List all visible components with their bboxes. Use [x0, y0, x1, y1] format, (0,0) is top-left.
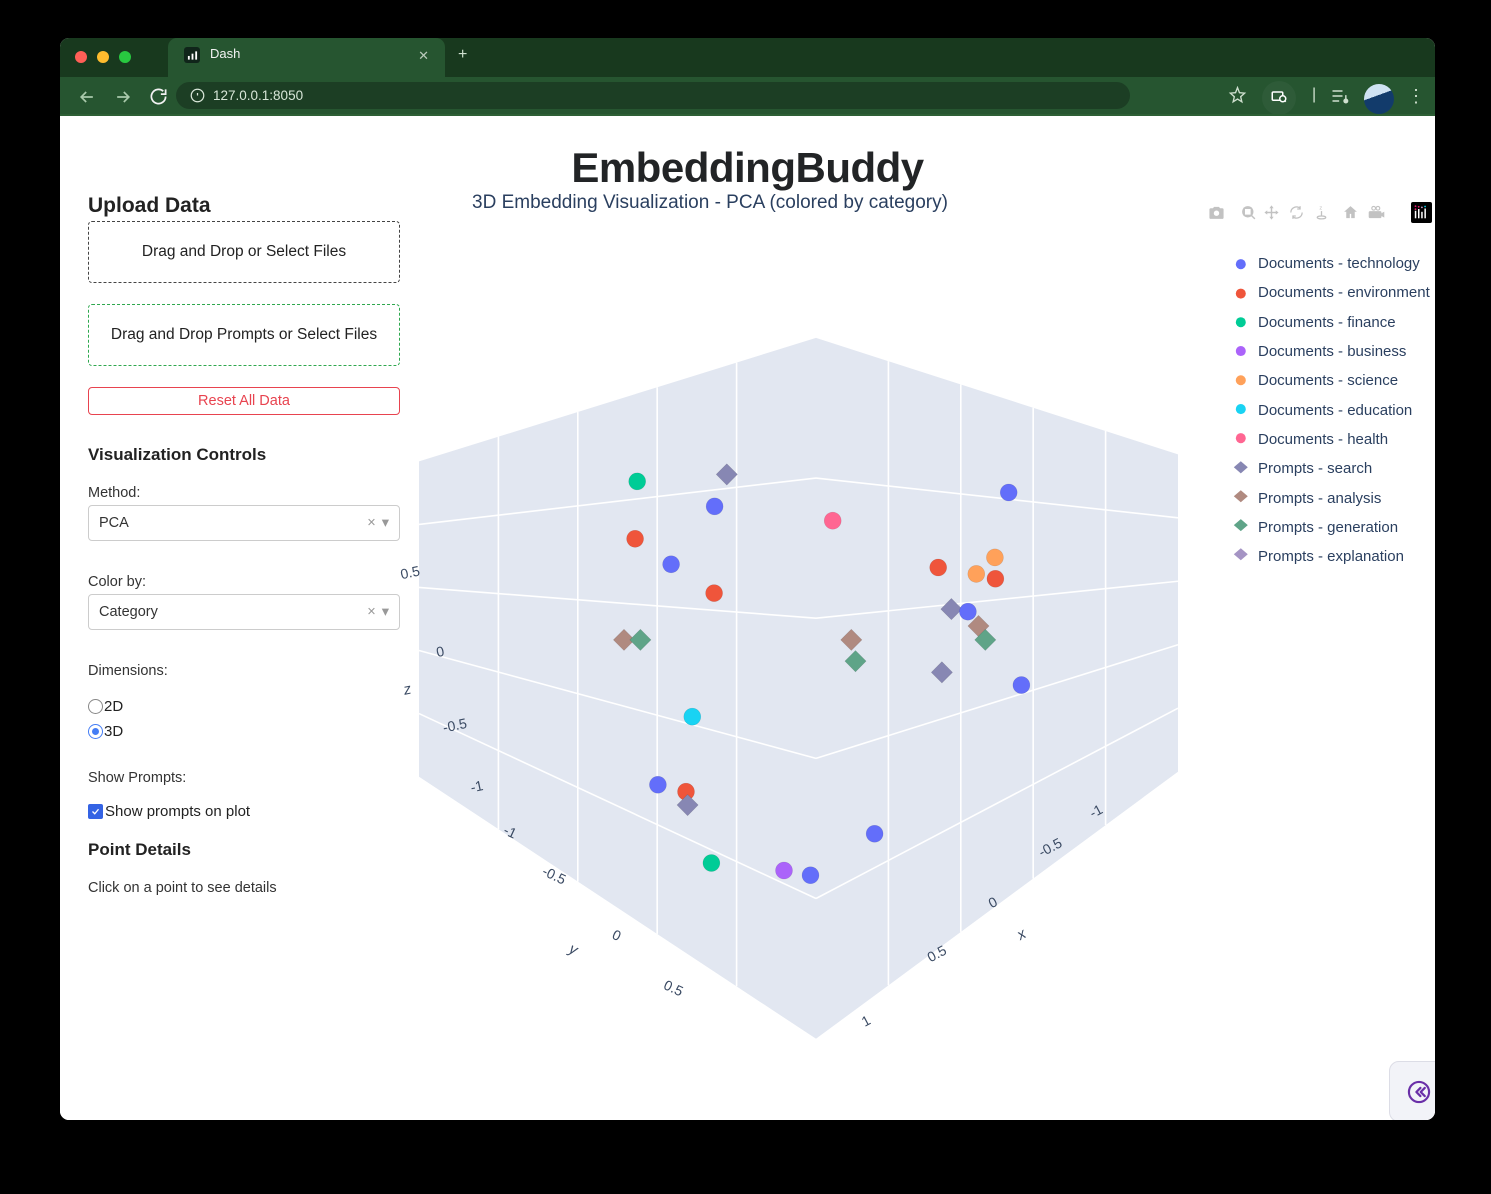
svg-text:x: x	[1013, 925, 1029, 944]
svg-text:0.5: 0.5	[661, 977, 686, 1000]
svg-text:z: z	[401, 680, 413, 699]
svg-text:1: 1	[859, 1012, 874, 1030]
svg-text:y: y	[565, 940, 581, 960]
svg-text:0: 0	[610, 926, 624, 944]
svg-text:0.5: 0.5	[399, 562, 422, 582]
